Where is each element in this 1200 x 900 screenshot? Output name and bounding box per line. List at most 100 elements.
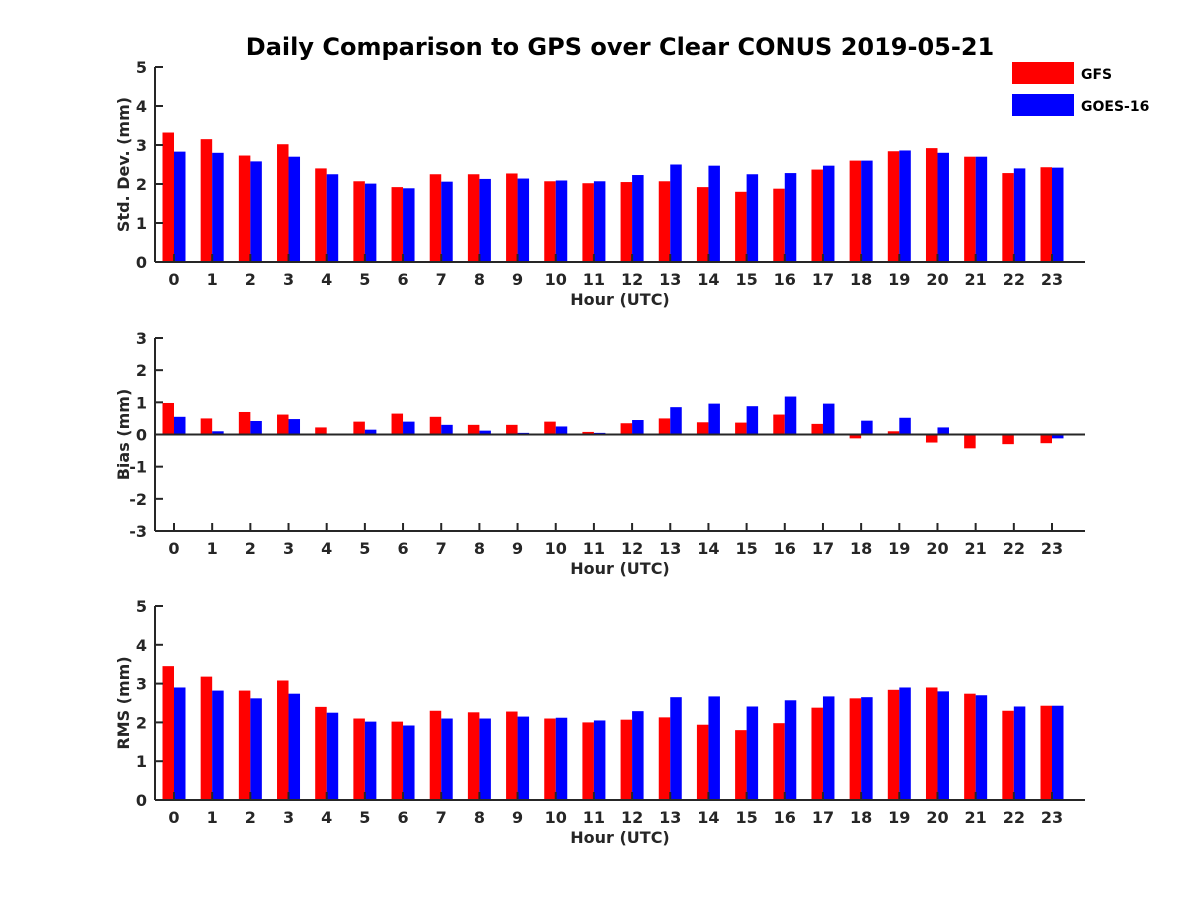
bar-goes-16-hour-21 bbox=[975, 695, 988, 800]
x-tick-label: 4 bbox=[321, 270, 332, 289]
x-tick-label: 19 bbox=[888, 808, 910, 827]
bar-goes-16-hour-0 bbox=[174, 687, 186, 800]
x-tick-label: 16 bbox=[774, 539, 796, 558]
x-tick-label: 11 bbox=[583, 539, 605, 558]
bar-gfs-hour-9 bbox=[506, 424, 518, 435]
bar-gfs-hour-22 bbox=[1002, 434, 1014, 445]
x-tick-label: 23 bbox=[1041, 539, 1063, 558]
bar-goes-16-hour-17 bbox=[822, 165, 835, 262]
y-tick-label: 1 bbox=[136, 752, 147, 771]
bar-gfs-hour-20 bbox=[925, 687, 938, 800]
bar-goes-16-hour-0 bbox=[174, 151, 186, 262]
y-tick-label: 1 bbox=[136, 393, 147, 412]
x-tick-label: 2 bbox=[245, 270, 256, 289]
bar-goes-16-hour-21 bbox=[975, 156, 988, 262]
x-tick-label: 10 bbox=[545, 270, 567, 289]
bar-gfs-hour-16 bbox=[773, 723, 785, 800]
legend-swatch-gfs bbox=[1012, 62, 1074, 84]
bar-gfs-hour-15 bbox=[735, 422, 747, 435]
bar-gfs-hour-2 bbox=[238, 155, 251, 262]
bar-goes-16-hour-14 bbox=[708, 696, 720, 800]
bar-goes-16-hour-2 bbox=[250, 420, 262, 435]
bar-gfs-hour-19 bbox=[887, 689, 900, 800]
x-tick-label: 15 bbox=[735, 808, 757, 827]
bar-goes-16-hour-1 bbox=[212, 690, 224, 800]
bar-goes-16-hour-4 bbox=[326, 712, 339, 800]
bar-gfs-hour-2 bbox=[238, 690, 251, 800]
bar-gfs-hour-3 bbox=[277, 144, 289, 262]
bar-gfs-hour-7 bbox=[429, 710, 442, 800]
y-tick-label: -2 bbox=[129, 490, 147, 509]
x-tick-label: 22 bbox=[1003, 808, 1025, 827]
bar-goes-16-hour-15 bbox=[746, 706, 759, 800]
x-tick-label: 20 bbox=[926, 270, 948, 289]
bar-gfs-hour-17 bbox=[811, 169, 823, 262]
bar-goes-16-hour-2 bbox=[250, 161, 262, 262]
x-tick-label: 3 bbox=[283, 539, 294, 558]
bar-gfs-hour-22 bbox=[1002, 173, 1014, 262]
bar-gfs-hour-15 bbox=[735, 730, 747, 800]
bar-gfs-hour-5 bbox=[353, 718, 365, 800]
bar-goes-16-hour-18 bbox=[861, 697, 873, 800]
y-axis-label: Bias (mm) bbox=[114, 389, 133, 481]
x-tick-label: 3 bbox=[283, 808, 294, 827]
y-tick-label: 2 bbox=[136, 713, 147, 732]
bar-gfs-hour-20 bbox=[925, 148, 938, 262]
bar-goes-16-hour-20 bbox=[937, 691, 949, 800]
x-tick-label: 17 bbox=[812, 808, 834, 827]
x-tick-label: 12 bbox=[621, 539, 643, 558]
bar-goes-16-hour-16 bbox=[784, 173, 797, 262]
y-tick-label: 1 bbox=[136, 214, 147, 233]
bar-goes-16-hour-11 bbox=[593, 720, 606, 800]
bar-goes-16-hour-6 bbox=[403, 725, 415, 800]
bar-gfs-hour-18 bbox=[849, 698, 862, 800]
x-tick-label: 21 bbox=[965, 270, 987, 289]
bar-goes-16-hour-8 bbox=[479, 178, 491, 262]
x-tick-label: 23 bbox=[1041, 270, 1063, 289]
x-tick-label: 16 bbox=[774, 808, 796, 827]
bar-gfs-hour-5 bbox=[353, 421, 365, 435]
bar-gfs-hour-13 bbox=[658, 181, 671, 262]
bar-gfs-hour-15 bbox=[735, 191, 747, 262]
bar-gfs-hour-3 bbox=[277, 680, 289, 800]
x-tick-label: 7 bbox=[436, 270, 447, 289]
bar-gfs-hour-4 bbox=[315, 706, 327, 800]
bar-goes-16-hour-2 bbox=[250, 698, 262, 800]
legend-label-gfs: GFS bbox=[1081, 67, 1112, 83]
bar-gfs-hour-19 bbox=[887, 431, 900, 435]
x-tick-label: 21 bbox=[965, 808, 987, 827]
x-tick-label: 19 bbox=[888, 270, 910, 289]
x-tick-label: 17 bbox=[812, 539, 834, 558]
bar-goes-16-hour-3 bbox=[288, 156, 301, 262]
bar-goes-16-hour-13 bbox=[670, 164, 682, 262]
bar-gfs-hour-22 bbox=[1002, 710, 1014, 800]
x-tick-label: 21 bbox=[965, 539, 987, 558]
bar-gfs-hour-11 bbox=[582, 431, 594, 435]
bar-goes-16-hour-8 bbox=[479, 718, 491, 800]
x-tick-label: 1 bbox=[207, 270, 218, 289]
y-tick-label: 0 bbox=[136, 253, 147, 272]
bar-gfs-hour-9 bbox=[506, 173, 518, 262]
y-tick-label: -1 bbox=[129, 458, 147, 477]
bar-goes-16-hour-16 bbox=[784, 700, 797, 800]
bar-goes-16-hour-20 bbox=[937, 152, 949, 262]
x-tick-label: 20 bbox=[926, 808, 948, 827]
bar-goes-16-hour-18 bbox=[861, 160, 873, 262]
bar-gfs-hour-16 bbox=[773, 188, 785, 262]
bar-goes-16-hour-23 bbox=[1052, 434, 1064, 439]
x-tick-label: 8 bbox=[474, 270, 485, 289]
bar-gfs-hour-4 bbox=[315, 427, 327, 435]
bar-goes-16-hour-10 bbox=[555, 717, 568, 800]
y-tick-label: 5 bbox=[136, 58, 147, 77]
x-tick-label: 5 bbox=[359, 808, 370, 827]
x-tick-label: 4 bbox=[321, 539, 332, 558]
bar-goes-16-hour-12 bbox=[632, 420, 644, 435]
bar-goes-16-hour-3 bbox=[288, 419, 301, 435]
x-tick-label: 9 bbox=[512, 808, 523, 827]
y-tick-label: 4 bbox=[136, 636, 147, 655]
x-tick-label: 2 bbox=[245, 808, 256, 827]
x-tick-label: 14 bbox=[697, 539, 719, 558]
bar-gfs-hour-9 bbox=[506, 711, 518, 800]
x-tick-label: 6 bbox=[397, 808, 408, 827]
x-tick-label: 0 bbox=[168, 270, 179, 289]
